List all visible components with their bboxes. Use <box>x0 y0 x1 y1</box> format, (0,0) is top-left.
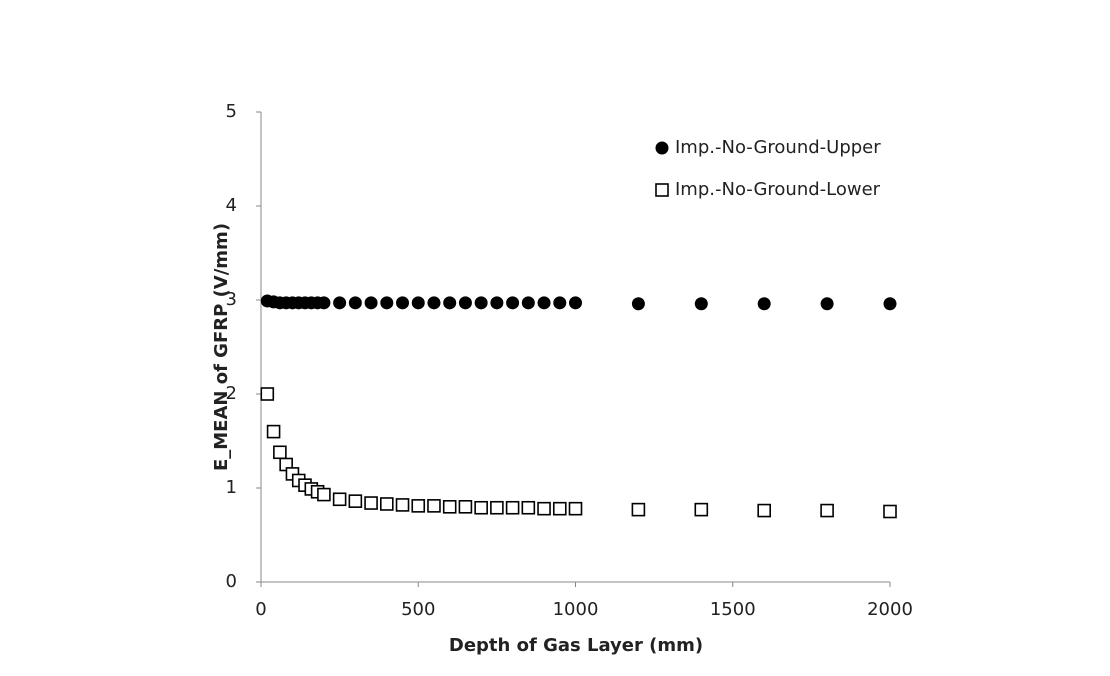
point <box>631 502 646 517</box>
point <box>474 296 488 310</box>
point <box>273 445 287 460</box>
point <box>364 496 378 510</box>
point <box>505 500 520 515</box>
point <box>521 296 535 310</box>
point <box>883 504 897 519</box>
point <box>820 503 834 518</box>
point <box>568 501 583 516</box>
point <box>380 296 394 310</box>
point <box>427 296 441 310</box>
x-axis-label: Depth of Gas Layer (mm) <box>449 635 703 656</box>
y-tick-label: 5 <box>226 101 237 122</box>
point <box>395 498 410 512</box>
point <box>631 297 645 311</box>
point <box>490 296 504 310</box>
y-tick-label: 2 <box>226 383 237 404</box>
point <box>266 424 281 439</box>
point <box>317 296 331 310</box>
point <box>317 487 331 502</box>
y-tick-label: 1 <box>226 477 237 498</box>
point <box>521 500 536 515</box>
y-axis-label: E_MEAN of GFRP (V/mm) <box>211 223 232 471</box>
point <box>379 497 394 511</box>
x-tick-label: 500 <box>401 599 435 620</box>
point <box>569 296 582 310</box>
point <box>458 296 472 310</box>
y-tick-label: 0 <box>226 571 237 592</box>
point <box>537 501 551 516</box>
point <box>260 387 275 401</box>
x-tick-label: 1000 <box>553 599 599 620</box>
x-tick-label: 1500 <box>710 599 756 620</box>
point <box>364 296 378 310</box>
point <box>506 296 520 310</box>
point <box>411 499 426 513</box>
point <box>427 499 441 513</box>
point <box>694 502 709 517</box>
legend-label: Imp.-No-Ground-Upper <box>675 137 881 158</box>
point <box>883 297 897 311</box>
legend-marker <box>655 141 669 155</box>
point <box>757 297 771 311</box>
point <box>442 499 457 514</box>
point <box>332 492 347 507</box>
x-tick-label: 2000 <box>867 599 913 620</box>
point <box>552 501 567 516</box>
legend-label: Imp.-No-Ground-Lower <box>675 179 881 200</box>
point <box>694 297 708 311</box>
point <box>396 296 410 310</box>
point <box>757 503 772 518</box>
point <box>443 296 457 310</box>
point <box>348 296 362 310</box>
x-tick-label: 0 <box>255 599 266 620</box>
point <box>411 296 425 310</box>
point <box>474 500 488 515</box>
point <box>458 499 473 514</box>
y-tick-label: 3 <box>226 289 237 310</box>
legend-marker <box>655 183 669 197</box>
y-tick-label: 4 <box>226 195 237 216</box>
point <box>820 297 834 311</box>
point <box>490 500 504 515</box>
point <box>348 494 363 508</box>
point <box>333 296 347 310</box>
point <box>537 296 551 310</box>
point <box>553 296 567 310</box>
